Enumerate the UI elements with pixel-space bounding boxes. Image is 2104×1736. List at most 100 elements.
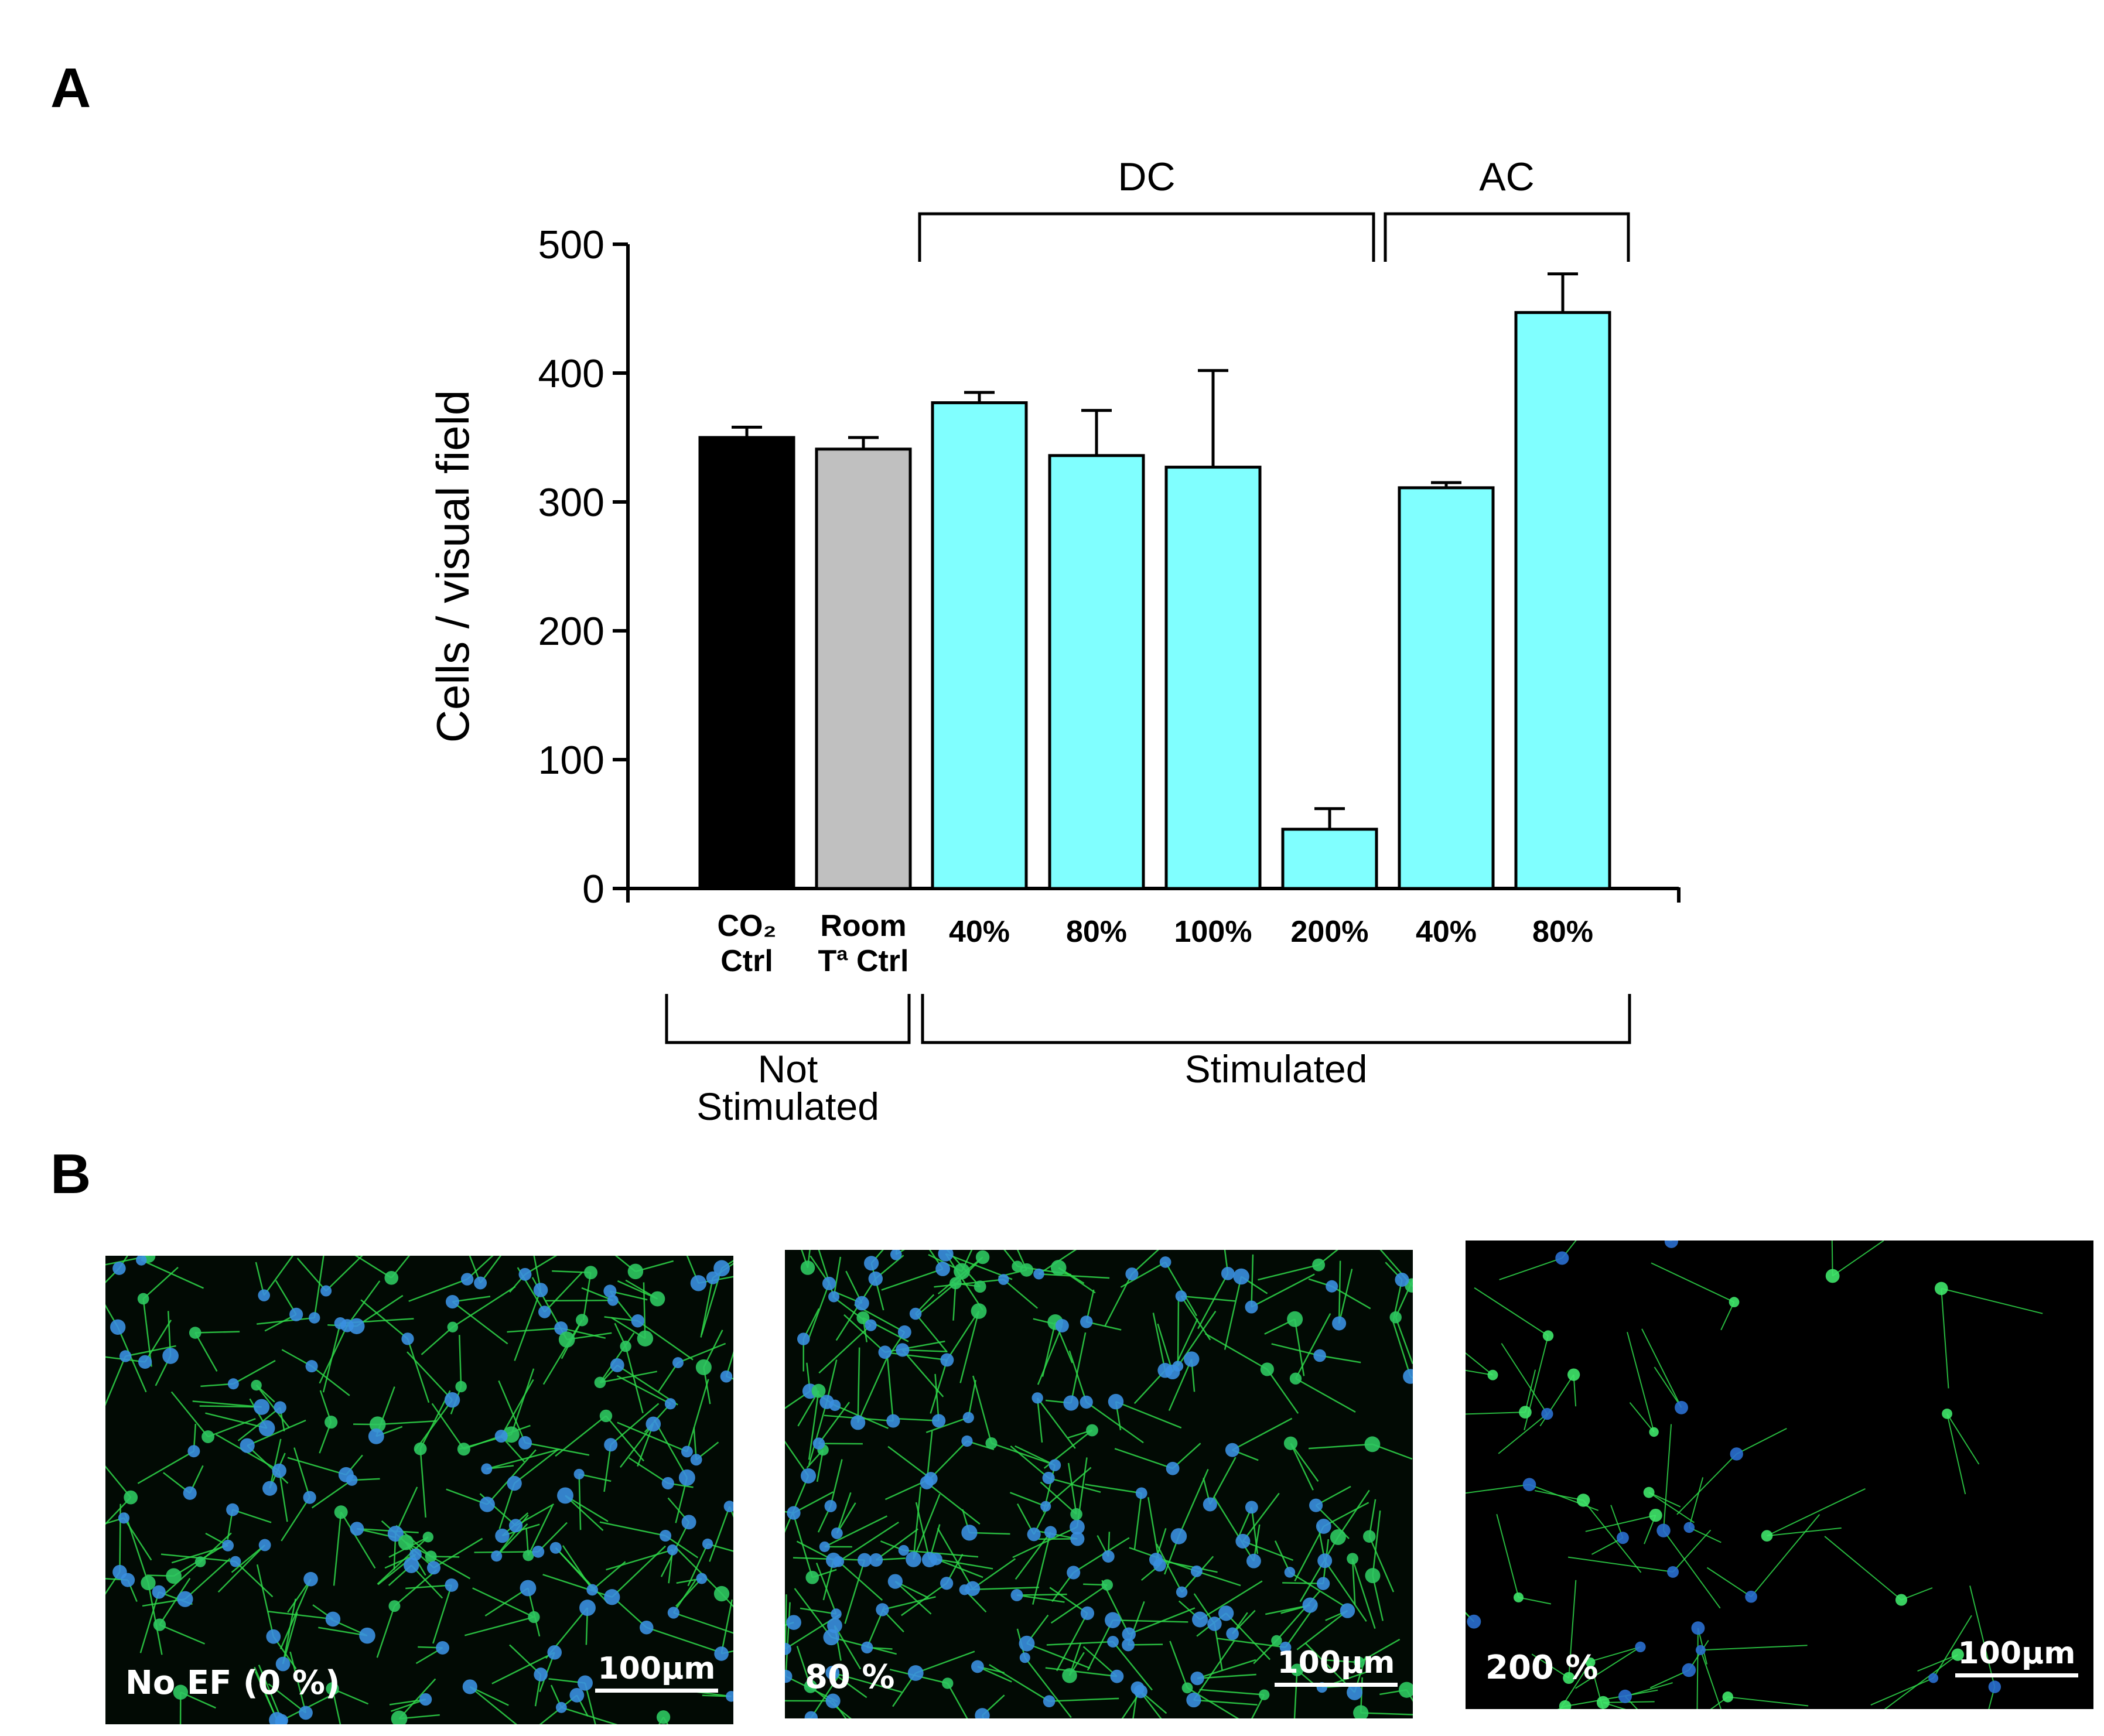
neurite: [1016, 1593, 1067, 1596]
neurite: [1045, 1467, 1092, 1507]
panel-a-letter: A: [50, 57, 91, 119]
cell-nucleus: [1467, 1614, 1481, 1629]
neurite: [141, 1259, 204, 1289]
cell-nucleus: [594, 1376, 606, 1389]
neurite: [1318, 1250, 1339, 1266]
neurite: [658, 1362, 679, 1392]
micrograph-label: 80 %: [805, 1658, 895, 1696]
neurite: [653, 1419, 688, 1478]
cell-nucleus: [664, 1398, 677, 1410]
neurite-layer: [785, 1250, 1413, 1718]
neurite: [1271, 1343, 1320, 1356]
neurite: [200, 1532, 232, 1563]
neurite: [1293, 1670, 1298, 1718]
neurite: [1068, 1350, 1087, 1403]
cell-nucleus: [349, 1318, 365, 1334]
neurite: [1499, 1257, 1563, 1280]
neurite: [1531, 1653, 1569, 1679]
cell-nucleus: [1559, 1700, 1572, 1709]
cell-nucleus: [508, 1519, 523, 1533]
cell-nucleus: [555, 1701, 567, 1713]
cell-nucleus: [404, 1557, 419, 1573]
neurite: [1037, 1397, 1076, 1449]
cell-nucleus: [1649, 1508, 1662, 1522]
neurite: [1529, 1484, 1599, 1511]
neurite: [360, 1299, 408, 1339]
neurite: [159, 1577, 191, 1625]
cell-nucleus: [975, 1708, 990, 1718]
cell-nucleus: [118, 1512, 130, 1524]
neurite: [1131, 1250, 1159, 1275]
cell-nucleus: [897, 1325, 911, 1339]
cell-nucleus: [1105, 1612, 1121, 1628]
cell-nucleus: [1555, 1251, 1569, 1265]
neurite: [1120, 1261, 1166, 1288]
bar: [815, 447, 912, 890]
micrograph-label: No EF (0 %): [125, 1664, 340, 1702]
neurite: [1501, 1343, 1548, 1414]
cell-nucleus: [554, 1321, 568, 1335]
neurite: [469, 1256, 481, 1283]
cell-nucleus: [639, 1620, 654, 1635]
cell-nucleus: [1825, 1269, 1840, 1283]
cell-nucleus: [714, 1646, 729, 1661]
cell-nucleus: [425, 1550, 437, 1563]
neurite: [1049, 1587, 1088, 1614]
neurite: [217, 1544, 266, 1593]
neurite: [555, 1547, 609, 1604]
neurite: [282, 1598, 296, 1665]
neurite: [1324, 1560, 1367, 1622]
cell-nucleus: [1031, 1392, 1043, 1404]
neurite: [599, 1521, 666, 1537]
neurite: [1040, 1481, 1077, 1515]
neurite: [147, 1583, 163, 1655]
neurite: [836, 1492, 852, 1534]
cell-nucleus: [1122, 1638, 1135, 1652]
neurite: [686, 1256, 699, 1284]
cell-nucleus: [422, 1532, 434, 1543]
neurite: [1016, 1594, 1065, 1603]
neurite: [785, 1594, 787, 1649]
cell-nucleus: [1149, 1553, 1163, 1567]
cell-nucleus: [309, 1312, 320, 1324]
neurite: [1274, 1540, 1291, 1573]
neurite: [268, 1683, 306, 1714]
cell-nucleus: [1063, 1395, 1079, 1411]
neurite: [205, 1412, 267, 1429]
neurite: [1049, 1697, 1119, 1702]
neurite: [915, 1313, 948, 1352]
neurite: [1039, 1273, 1110, 1279]
neurite: [498, 1483, 515, 1529]
cell-nucleus: [1347, 1684, 1363, 1700]
cell-nucleus: [610, 1358, 624, 1372]
cell-nucleus: [878, 1345, 892, 1359]
cell-nucleus: [1176, 1586, 1188, 1598]
x-tick-label: 100%: [1174, 915, 1252, 949]
cell-nucleus: [445, 1294, 460, 1309]
y-axis-label: Cells / visual field: [427, 390, 479, 743]
neurite: [278, 1470, 288, 1522]
neurite: [1323, 1502, 1369, 1527]
cell-nucleus: [401, 1332, 414, 1345]
cell-nucleus: [258, 1539, 271, 1552]
cell-nucleus: [825, 1693, 841, 1708]
micrograph-label: 200 %: [1485, 1649, 1599, 1687]
cell-nucleus: [940, 1577, 954, 1590]
cell-nucleus: [971, 1660, 984, 1673]
neurite: [1056, 1612, 1088, 1672]
neurite: [1518, 1597, 1552, 1605]
cell-nucleus: [491, 1550, 503, 1562]
neurite: [514, 1290, 542, 1361]
cell-nucleus: [1042, 1471, 1055, 1484]
neurite: [1688, 1477, 1704, 1528]
cell-nucleus: [112, 1564, 127, 1580]
cell-nucleus: [137, 1293, 149, 1305]
scale-bar-line: [1275, 1683, 1398, 1687]
neurite: [1003, 1279, 1039, 1309]
neurite: [675, 1578, 702, 1607]
neurite: [1319, 1355, 1361, 1363]
neurite: [1361, 1712, 1413, 1716]
cell-nucleus: [1203, 1497, 1217, 1512]
neurite: [1133, 1493, 1142, 1550]
nuclei-layer: [110, 1256, 733, 1724]
